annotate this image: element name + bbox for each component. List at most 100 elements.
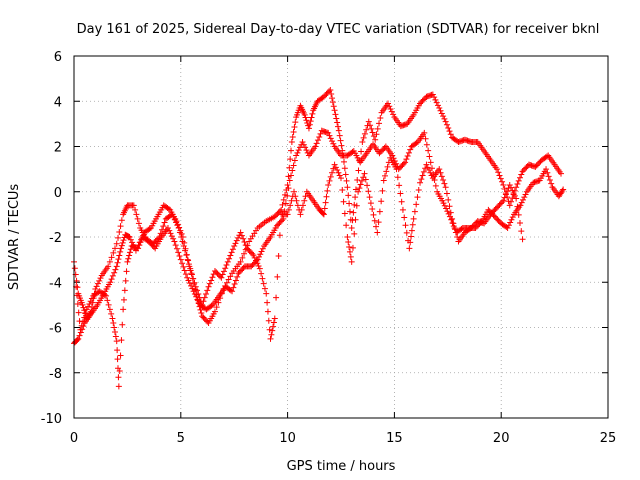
data-point: [432, 182, 439, 189]
data-point: [148, 241, 155, 248]
data-point: [255, 253, 262, 260]
data-point: [119, 321, 126, 328]
data-point: [111, 269, 118, 276]
data-point: [117, 352, 124, 359]
data-point: [120, 296, 127, 303]
data-point: [390, 111, 397, 118]
data-point: [279, 217, 286, 224]
data-point: [240, 235, 247, 242]
data-point: [120, 237, 127, 244]
data-point: [294, 202, 301, 209]
data-point: [79, 318, 86, 325]
data-point: [309, 110, 316, 117]
data-point: [507, 219, 514, 226]
data-point: [196, 294, 203, 301]
data-point: [369, 205, 376, 212]
data-point: [407, 146, 414, 153]
data-point: [231, 243, 238, 250]
data-point: [346, 248, 353, 255]
data-point: [398, 163, 405, 170]
data-point: [224, 258, 231, 265]
data-point: [300, 141, 307, 148]
data-point: [252, 257, 259, 264]
data-point: [73, 277, 80, 284]
data-point: [402, 222, 409, 229]
data-point: [433, 99, 440, 106]
data-point: [120, 306, 127, 313]
data-point: [178, 230, 185, 237]
data-point: [279, 201, 286, 208]
data-point: [299, 138, 306, 145]
data-point: [519, 236, 526, 243]
data-point: [275, 221, 282, 228]
data-point: [260, 280, 267, 287]
data-point: [320, 211, 327, 218]
data-point: [335, 127, 342, 134]
data-point: [88, 295, 95, 302]
data-point: [249, 262, 256, 269]
data-point: [438, 110, 445, 117]
data-point: [109, 272, 116, 279]
data-point: [295, 147, 302, 154]
data-point: [115, 256, 122, 263]
data-point: [422, 135, 429, 142]
data-point: [271, 315, 278, 322]
data-point: [189, 285, 196, 292]
data-point: [534, 161, 541, 168]
data-point: [334, 119, 341, 126]
data-point: [85, 303, 92, 310]
data-point: [355, 188, 362, 195]
data-point: [344, 184, 351, 191]
data-point: [346, 200, 353, 207]
data-point: [383, 168, 390, 175]
data-point: [301, 197, 308, 204]
data-point: [417, 179, 424, 186]
data-point: [213, 269, 220, 276]
data-point: [258, 248, 265, 255]
data-point: [351, 201, 358, 208]
data-point: [277, 218, 284, 225]
data-point: [496, 172, 503, 179]
data-point: [335, 169, 342, 176]
data-point: [398, 198, 405, 205]
data-point: [545, 173, 552, 180]
data-point: [186, 263, 193, 270]
data-point: [394, 174, 401, 181]
data-point: [208, 277, 215, 284]
data-point: [261, 285, 268, 292]
data-point: [220, 268, 227, 275]
data-point: [519, 168, 526, 175]
data-point: [292, 119, 299, 126]
data-point: [548, 180, 555, 187]
data-point: [80, 304, 87, 311]
data-point: [172, 242, 179, 249]
data-point: [441, 180, 448, 187]
x-tick-label: 15: [386, 431, 403, 446]
data-point: [324, 89, 331, 96]
data-point: [223, 262, 230, 269]
data-point: [185, 277, 192, 284]
data-point: [386, 103, 393, 110]
data-point: [323, 193, 330, 200]
data-point: [191, 279, 198, 286]
data-point: [495, 203, 502, 210]
data-point: [248, 263, 255, 270]
data-point: [445, 124, 452, 131]
data-point: [415, 186, 422, 193]
data-point: [327, 135, 334, 142]
data-point: [250, 252, 257, 259]
data-point: [74, 336, 81, 343]
data-point: [244, 245, 251, 252]
data-point: [187, 267, 194, 274]
data-point: [379, 187, 386, 194]
data-point: [402, 159, 409, 166]
data-point: [329, 138, 336, 145]
data-point: [188, 271, 195, 278]
data-point: [338, 175, 344, 182]
data-point: [132, 206, 139, 213]
data-point: [511, 192, 518, 199]
data-point: [432, 96, 439, 103]
data-point: [115, 383, 122, 390]
data-point: [516, 219, 523, 226]
data-point: [349, 244, 356, 251]
